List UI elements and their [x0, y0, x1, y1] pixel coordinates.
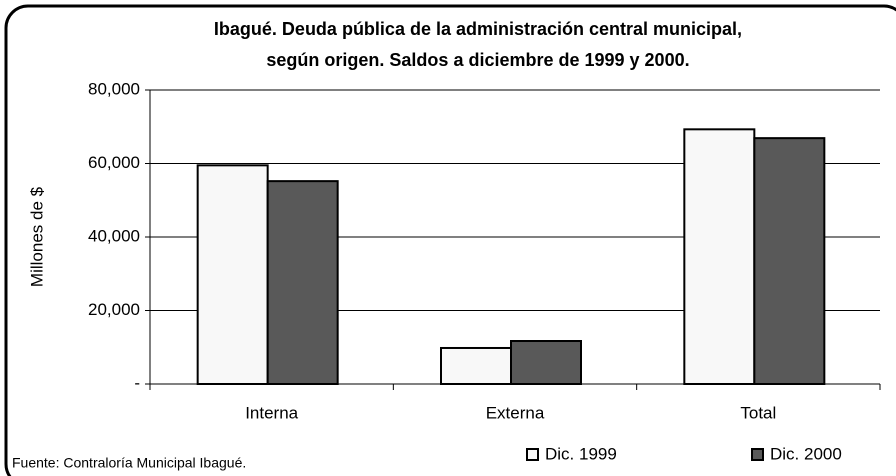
y-axis-label: Millones de $ [27, 186, 46, 287]
bar [196, 164, 269, 385]
x-tick-label: Externa [486, 403, 545, 422]
legend-swatch [526, 448, 539, 461]
bar [510, 340, 582, 386]
bar [683, 128, 756, 385]
chart-title: Ibagué. Deuda pública de la administraci… [214, 19, 742, 39]
y-tick-label: 20,000 [88, 300, 140, 319]
y-tick-label: 60,000 [88, 153, 140, 172]
legend-label: Dic. 1999 [545, 444, 617, 463]
x-tick-label: Interna [245, 403, 298, 422]
legend-label: Dic. 2000 [770, 444, 842, 463]
y-tick-label: 80,000 [88, 79, 140, 98]
bar [266, 180, 339, 385]
legend-swatch [751, 448, 764, 461]
bar [753, 137, 826, 385]
bar [440, 346, 512, 385]
x-tick-label: Total [740, 403, 776, 422]
y-tick-label: - [134, 373, 140, 392]
source: Fuente: Contraloría Municipal Ibagué. [12, 455, 246, 471]
chart-title: según origen. Saldos a diciembre de 1999… [266, 50, 689, 70]
y-tick-label: 40,000 [88, 226, 140, 245]
